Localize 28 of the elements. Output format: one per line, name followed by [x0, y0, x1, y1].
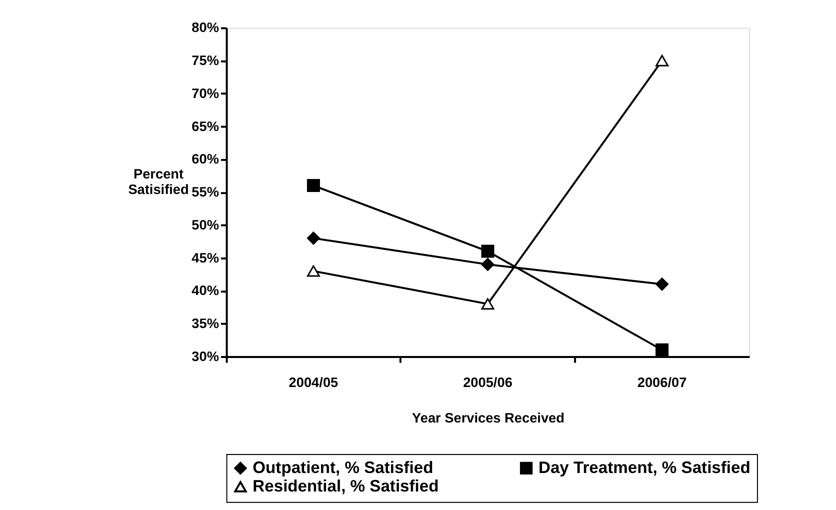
- point: [306, 232, 320, 245]
- y-tick-label: 70%: [192, 86, 219, 101]
- point: [656, 343, 669, 356]
- x-tick-label: 2005/06: [463, 375, 513, 390]
- y-axis-title: Percent Satisified: [128, 166, 189, 198]
- x-tick-label: 2004/05: [288, 375, 339, 390]
- y-tick-label: 80%: [192, 20, 219, 36]
- y-tick-label: 65%: [192, 118, 219, 134]
- point: [481, 298, 494, 310]
- point: [306, 265, 320, 277]
- y-tick-label: 50%: [192, 217, 219, 232]
- x-tick-label: 2006/07: [637, 375, 687, 390]
- y-tick-label: 55%: [192, 184, 219, 200]
- x-axis-title: Year Services Received: [412, 410, 564, 426]
- legend-label: Residential, % Satisfied: [252, 476, 439, 496]
- point: [481, 244, 494, 258]
- point: [481, 258, 494, 271]
- legend-label: Day Treatment, % Satisfied: [538, 458, 750, 478]
- y-tick-label: 45%: [192, 250, 219, 266]
- y-tick-label: 35%: [192, 316, 219, 332]
- y-tick-label: 30%: [192, 348, 219, 364]
- y-tick-label: 40%: [192, 283, 219, 298]
- y-tick-label: 75%: [192, 53, 219, 68]
- point: [656, 278, 669, 291]
- point: [656, 54, 669, 66]
- y-tick-label: 60%: [192, 152, 219, 167]
- point: [306, 179, 320, 192]
- legend-label: Outpatient, % Satisfied: [252, 458, 434, 478]
